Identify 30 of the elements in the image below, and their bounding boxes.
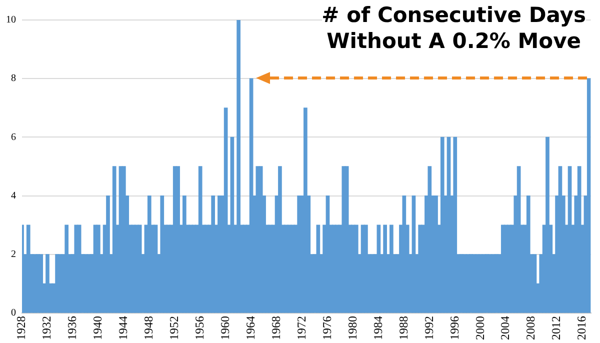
x-tick-label: 1948 [142,316,156,340]
x-tick-label: 2004 [498,316,512,340]
x-tick-label: 1996 [447,316,462,340]
x-tick-label: 1928 [14,316,28,340]
x-tick-label: 1984 [370,316,385,340]
x-tick-label: 1944 [116,316,130,340]
y-tick-label: 0 [11,308,16,319]
x-tick-label: 2016 [574,316,589,340]
x-tick-label: 2008 [524,316,538,340]
x-tick-label: 1952 [167,316,182,340]
x-tick-label: 1932 [40,316,54,340]
x-tick-label: 1988 [396,316,410,340]
x-tick-label: 1976 [320,316,334,340]
y-tick-label: 8 [11,73,16,84]
x-tick-label: 1956 [192,316,206,340]
x-tick-label: 1964 [243,316,258,340]
x-tick-label: 1936 [65,316,80,340]
x-tick-label: 1980 [345,316,360,340]
x-tick-label: 2000 [472,316,487,340]
y-tick-label: 10 [6,14,16,26]
x-tick-label: 2012 [549,316,564,340]
x-tick-label: 1992 [422,316,436,340]
y-tick-label: 4 [11,190,16,202]
y-tick-label: 2 [11,249,16,260]
y-tick-label: 6 [11,132,16,143]
x-tick-label: 1960 [218,316,232,340]
chart-title: # of Consecutive Days Without A 0.2% Move [322,2,586,54]
x-tick-label: 1940 [90,316,105,340]
x-tick-label: 1968 [268,316,283,340]
x-tick-label: 1972 [294,316,308,340]
